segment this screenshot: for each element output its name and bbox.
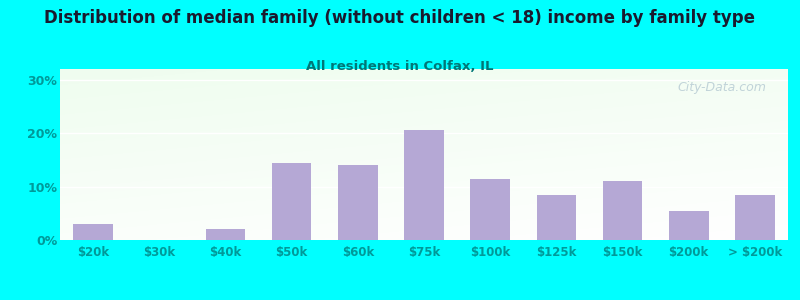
Bar	[470, 178, 510, 240]
Bar	[404, 130, 444, 240]
Bar	[272, 163, 311, 240]
Bar	[537, 195, 576, 240]
Text: City-Data.com: City-Data.com	[678, 81, 766, 94]
Text: All residents in Colfax, IL: All residents in Colfax, IL	[306, 60, 494, 73]
Bar	[338, 165, 378, 240]
Bar	[206, 229, 246, 240]
Bar	[735, 195, 774, 240]
Bar	[669, 211, 709, 240]
Bar	[602, 181, 642, 240]
Bar	[74, 224, 113, 240]
Text: Distribution of median family (without children < 18) income by family type: Distribution of median family (without c…	[45, 9, 755, 27]
